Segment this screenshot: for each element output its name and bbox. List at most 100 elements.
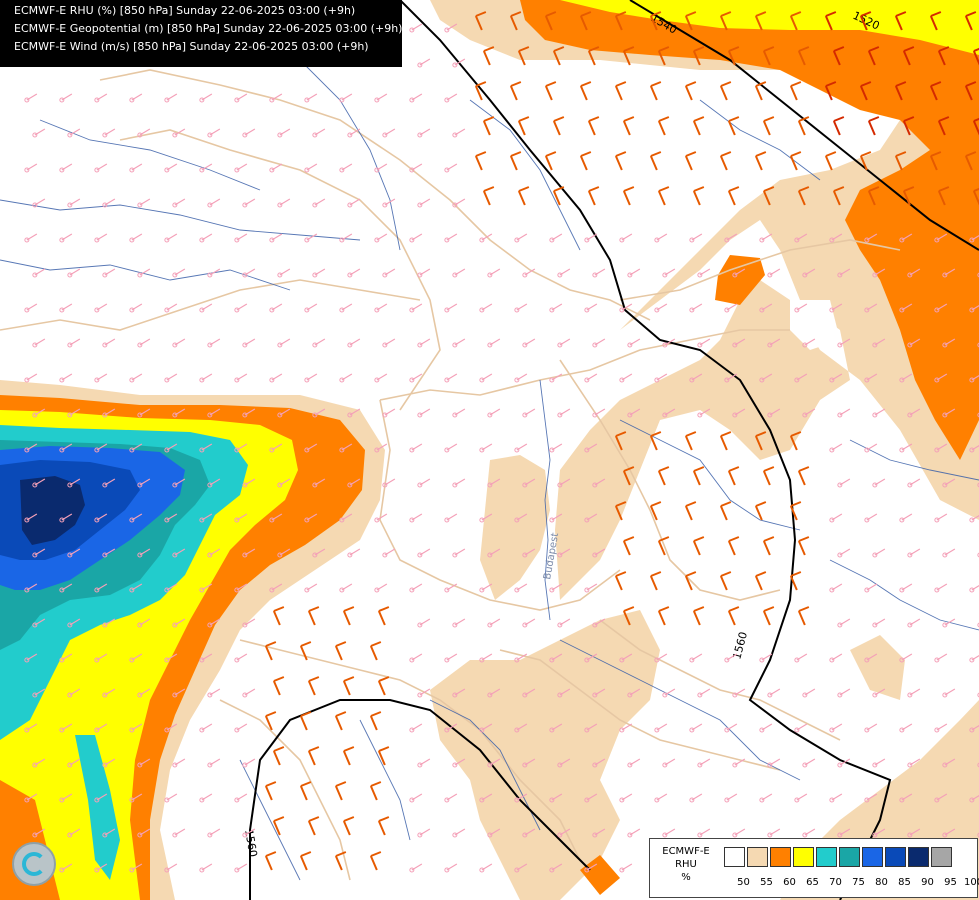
wind-barb bbox=[724, 233, 738, 243]
rhu-65-area-ne bbox=[560, 0, 979, 55]
wind-barb bbox=[522, 688, 536, 698]
wind-barb bbox=[172, 828, 186, 838]
wind-barb bbox=[369, 641, 382, 661]
wind-barb bbox=[67, 338, 81, 348]
wind-barb bbox=[417, 128, 431, 138]
rhu-50-hole bbox=[790, 300, 840, 350]
wind-barb bbox=[829, 583, 843, 593]
wind-barb bbox=[277, 268, 291, 278]
wind-barb bbox=[264, 781, 277, 801]
wind-barb bbox=[234, 443, 248, 453]
wind-barb bbox=[94, 443, 108, 453]
wind-barb bbox=[129, 303, 143, 313]
wind-barb bbox=[724, 793, 738, 803]
wind-barb bbox=[797, 466, 810, 486]
wind-barb bbox=[342, 746, 355, 766]
wind-barb bbox=[549, 653, 563, 663]
wind-barb bbox=[59, 233, 73, 243]
wind-barb bbox=[829, 793, 843, 803]
wind-barb bbox=[899, 373, 913, 383]
rhu-legend: ECMWF-E RHU % 50 55 60 65 70 75 80 85 90 95 100 bbox=[649, 838, 979, 898]
wind-barb bbox=[479, 653, 493, 663]
wind-barb bbox=[102, 408, 116, 418]
wind-barb bbox=[312, 128, 326, 138]
wind-barb bbox=[269, 513, 283, 523]
wind-barb bbox=[444, 863, 458, 873]
wind-barb bbox=[199, 443, 213, 453]
wind-barb bbox=[32, 688, 46, 698]
wind-barb bbox=[234, 863, 248, 873]
wind-barb bbox=[977, 272, 979, 278]
wind-barb bbox=[32, 478, 46, 488]
wind-barb bbox=[129, 653, 143, 663]
wind-barb bbox=[272, 746, 285, 766]
wind-barb bbox=[67, 128, 81, 138]
wind-barb bbox=[514, 303, 528, 313]
wind-barb bbox=[299, 641, 312, 661]
wind-barb bbox=[964, 11, 977, 31]
wind-barb bbox=[579, 151, 592, 171]
wind-barb bbox=[304, 93, 318, 103]
wind-barb bbox=[654, 303, 668, 313]
wind-barb bbox=[234, 93, 248, 103]
wind-barb bbox=[544, 11, 557, 31]
wind-barb bbox=[907, 478, 921, 488]
wind-barb bbox=[684, 431, 697, 451]
wind-barb bbox=[444, 443, 458, 453]
wind-barb bbox=[657, 186, 670, 206]
wind-barb bbox=[67, 758, 81, 768]
wind-barb bbox=[129, 163, 143, 173]
wind-barb bbox=[907, 618, 921, 628]
wind-barb bbox=[137, 828, 151, 838]
wind-barb bbox=[802, 338, 816, 348]
wind-barb bbox=[894, 11, 907, 31]
wind-barb bbox=[487, 688, 501, 698]
wind-barb bbox=[942, 618, 956, 628]
wind-barb bbox=[719, 501, 732, 521]
wind-barb bbox=[592, 828, 606, 838]
wind-barb bbox=[94, 233, 108, 243]
title-geopotential: ECMWF-E Geopotential (m) [850 hPa] Sunda… bbox=[14, 22, 403, 35]
wind-barb bbox=[899, 443, 913, 453]
legend-tick-label: 90 bbox=[921, 877, 934, 888]
wind-barb bbox=[417, 268, 431, 278]
wind-barb bbox=[517, 46, 530, 66]
wind-barb bbox=[837, 688, 851, 698]
wind-barb bbox=[977, 342, 979, 348]
wind-barb bbox=[242, 618, 256, 628]
country-borders bbox=[0, 69, 901, 881]
wind-barb bbox=[662, 688, 676, 698]
wind-barb bbox=[444, 653, 458, 663]
wind-barb bbox=[234, 513, 248, 523]
wind-barb bbox=[307, 816, 320, 836]
wind-barb bbox=[137, 408, 151, 418]
wind-barb bbox=[94, 163, 108, 173]
wind-barb bbox=[867, 46, 880, 66]
wind-barb bbox=[627, 268, 641, 278]
wind-barb bbox=[32, 408, 46, 418]
wind-barb bbox=[312, 408, 326, 418]
wind-barb bbox=[544, 151, 557, 171]
wind-barb bbox=[339, 373, 353, 383]
wind-barb bbox=[409, 583, 423, 593]
wind-barb bbox=[374, 373, 388, 383]
wind-barb bbox=[514, 513, 528, 523]
wind-barb bbox=[692, 606, 705, 626]
wind-barb bbox=[234, 793, 248, 803]
wind-barb bbox=[479, 583, 493, 593]
wind-barb bbox=[482, 46, 495, 66]
wind-barb bbox=[754, 151, 767, 171]
wind-barb bbox=[67, 548, 81, 558]
legend-tick-label: 55 bbox=[760, 877, 773, 888]
wind-barb bbox=[864, 583, 878, 593]
map-title-box: ECMWF-E RHU (%) [850 hPa] Sunday 22-06-2… bbox=[0, 0, 402, 67]
wind-barb bbox=[334, 641, 347, 661]
wind-barb bbox=[417, 478, 431, 488]
wind-barb bbox=[942, 408, 956, 418]
wind-barb bbox=[242, 198, 256, 208]
wind-barb bbox=[382, 268, 396, 278]
wind-barb bbox=[969, 305, 979, 313]
wind-barb bbox=[759, 233, 773, 243]
wind-barb bbox=[479, 373, 493, 383]
legend-tick-label: 70 bbox=[829, 877, 842, 888]
